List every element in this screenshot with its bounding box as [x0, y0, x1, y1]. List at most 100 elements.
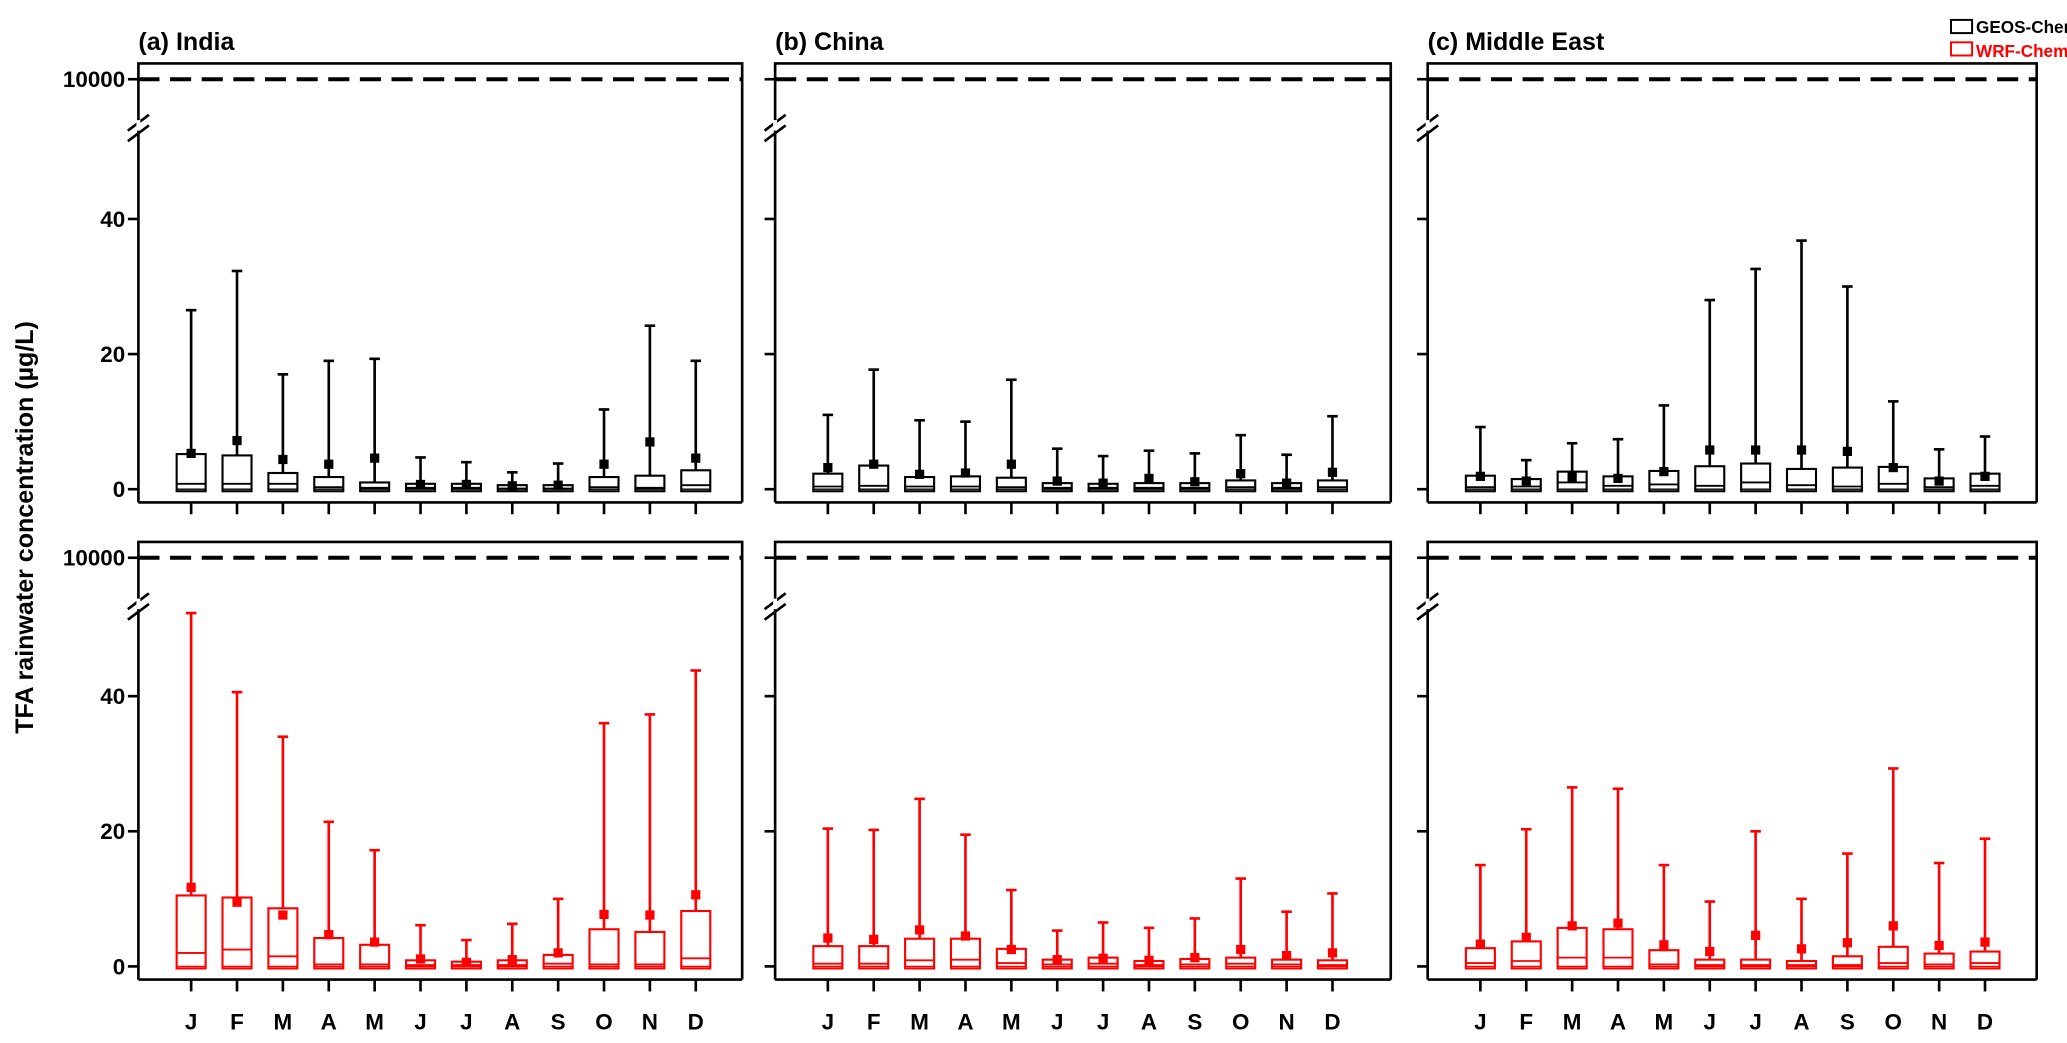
box: [359, 481, 391, 493]
panel-2-geos-chem: [1416, 62, 2038, 515]
box: [995, 476, 1027, 493]
mean-marker: [1659, 940, 1669, 950]
mean-marker: [960, 468, 971, 478]
box: [1510, 940, 1542, 970]
legend-swatch-wrf: [1950, 41, 1974, 57]
mean-marker: [553, 948, 563, 958]
mean-marker: [370, 453, 380, 463]
x-tick-label: F: [1519, 1010, 1533, 1035]
panel-0-geos-chem: 0 20 40 10000: [63, 62, 744, 515]
axis-break-gap: [136, 598, 141, 610]
legend-label-geos: GEOS-Chem: [1976, 17, 2067, 37]
mean-marker: [1796, 944, 1807, 954]
y-tick-label: 10000: [63, 546, 125, 571]
box: [858, 464, 890, 493]
mean-marker: [1281, 478, 1292, 488]
x-tick-label: N: [1931, 1010, 1947, 1035]
mean-marker: [1236, 469, 1246, 479]
x-tick-label: S: [551, 1010, 566, 1035]
x-tick-label: F: [230, 1010, 244, 1035]
x-tick-label: A: [321, 1010, 337, 1035]
plot-frame: [773, 540, 1393, 981]
x-tick-label: J: [414, 1010, 426, 1035]
box: [267, 907, 299, 970]
mean-marker: [1842, 938, 1852, 948]
mean-marker: [1006, 459, 1016, 469]
box: [1694, 958, 1726, 970]
mean-marker: [1521, 932, 1531, 942]
mean-marker: [869, 934, 879, 944]
x-tick-label: M: [1655, 1010, 1674, 1035]
panel-0-wrf-chem: 0 20 40 10000 J F M A M J J A S O N D: [63, 540, 744, 1035]
box: [1556, 926, 1588, 970]
box: [1740, 462, 1772, 493]
y-tick-label: 20: [100, 819, 125, 844]
mean-marker: [278, 910, 288, 920]
box: [1648, 949, 1680, 970]
box: [858, 945, 890, 970]
x-tick-label: S: [1187, 1010, 1202, 1035]
mean-marker: [186, 448, 196, 459]
y-tick-label: 0: [113, 954, 125, 979]
box: [680, 909, 712, 970]
mean-marker: [823, 462, 833, 473]
x-tick-label: M: [1563, 1010, 1582, 1035]
box: [175, 894, 207, 970]
legend-label-wrf: WRF-Chem: [1976, 41, 2067, 61]
mean-marker: [507, 955, 517, 965]
box: [634, 474, 666, 493]
y-tick-label: 40: [100, 684, 125, 709]
mean-marker: [1190, 477, 1200, 487]
box: [221, 896, 253, 970]
box: [313, 475, 345, 493]
mean-marker: [914, 469, 925, 479]
mean-marker: [415, 479, 426, 490]
box: [949, 937, 982, 970]
mean-marker: [1006, 944, 1016, 955]
x-tick-label: A: [504, 1010, 520, 1035]
axis-break-gap: [773, 598, 778, 610]
y-tick-label: 20: [100, 342, 125, 367]
mean-marker: [1236, 944, 1246, 955]
mean-marker: [1190, 953, 1200, 963]
mean-marker: [960, 931, 971, 941]
x-tick-label: J: [185, 1010, 197, 1035]
legend: GEOS-Chem WRF-Chem: [1950, 17, 2067, 61]
box: [1785, 467, 1818, 493]
panel-title: (c) Middle East: [1428, 28, 1605, 56]
x-tick-label: J: [1097, 1010, 1109, 1035]
plot-frame: [1426, 540, 2038, 981]
panel-title: (b) China: [775, 28, 885, 56]
mean-marker: [1098, 953, 1108, 963]
x-tick-label: M: [910, 1010, 929, 1035]
box: [1831, 466, 1863, 493]
mean-marker: [553, 480, 563, 490]
x-tick-label: O: [1232, 1010, 1249, 1035]
plot-frame: [773, 62, 1393, 504]
mean-marker: [1659, 467, 1669, 477]
box: [175, 453, 207, 493]
box: [1556, 470, 1588, 493]
mean-marker: [186, 882, 196, 892]
mean-marker: [507, 481, 517, 491]
plot-frame: [1426, 62, 2038, 504]
mean-marker: [1052, 476, 1062, 486]
mean-marker: [1751, 445, 1761, 455]
x-tick-label: J: [822, 1010, 834, 1035]
plot-frame: [137, 540, 744, 981]
mean-marker: [461, 479, 472, 490]
x-tick-label: M: [365, 1010, 384, 1035]
x-tick-label: J: [1051, 1010, 1063, 1035]
mean-marker: [1052, 955, 1062, 965]
x-tick-label: O: [595, 1010, 612, 1035]
mean-marker: [1567, 472, 1577, 482]
box: [812, 472, 844, 493]
axis-break-gap: [773, 120, 778, 131]
mean-marker: [914, 925, 925, 935]
x-tick-label: N: [642, 1010, 658, 1035]
box: [1602, 928, 1634, 970]
mean-marker: [1475, 939, 1485, 949]
mean-marker: [1796, 445, 1807, 455]
mean-marker: [1613, 473, 1623, 484]
